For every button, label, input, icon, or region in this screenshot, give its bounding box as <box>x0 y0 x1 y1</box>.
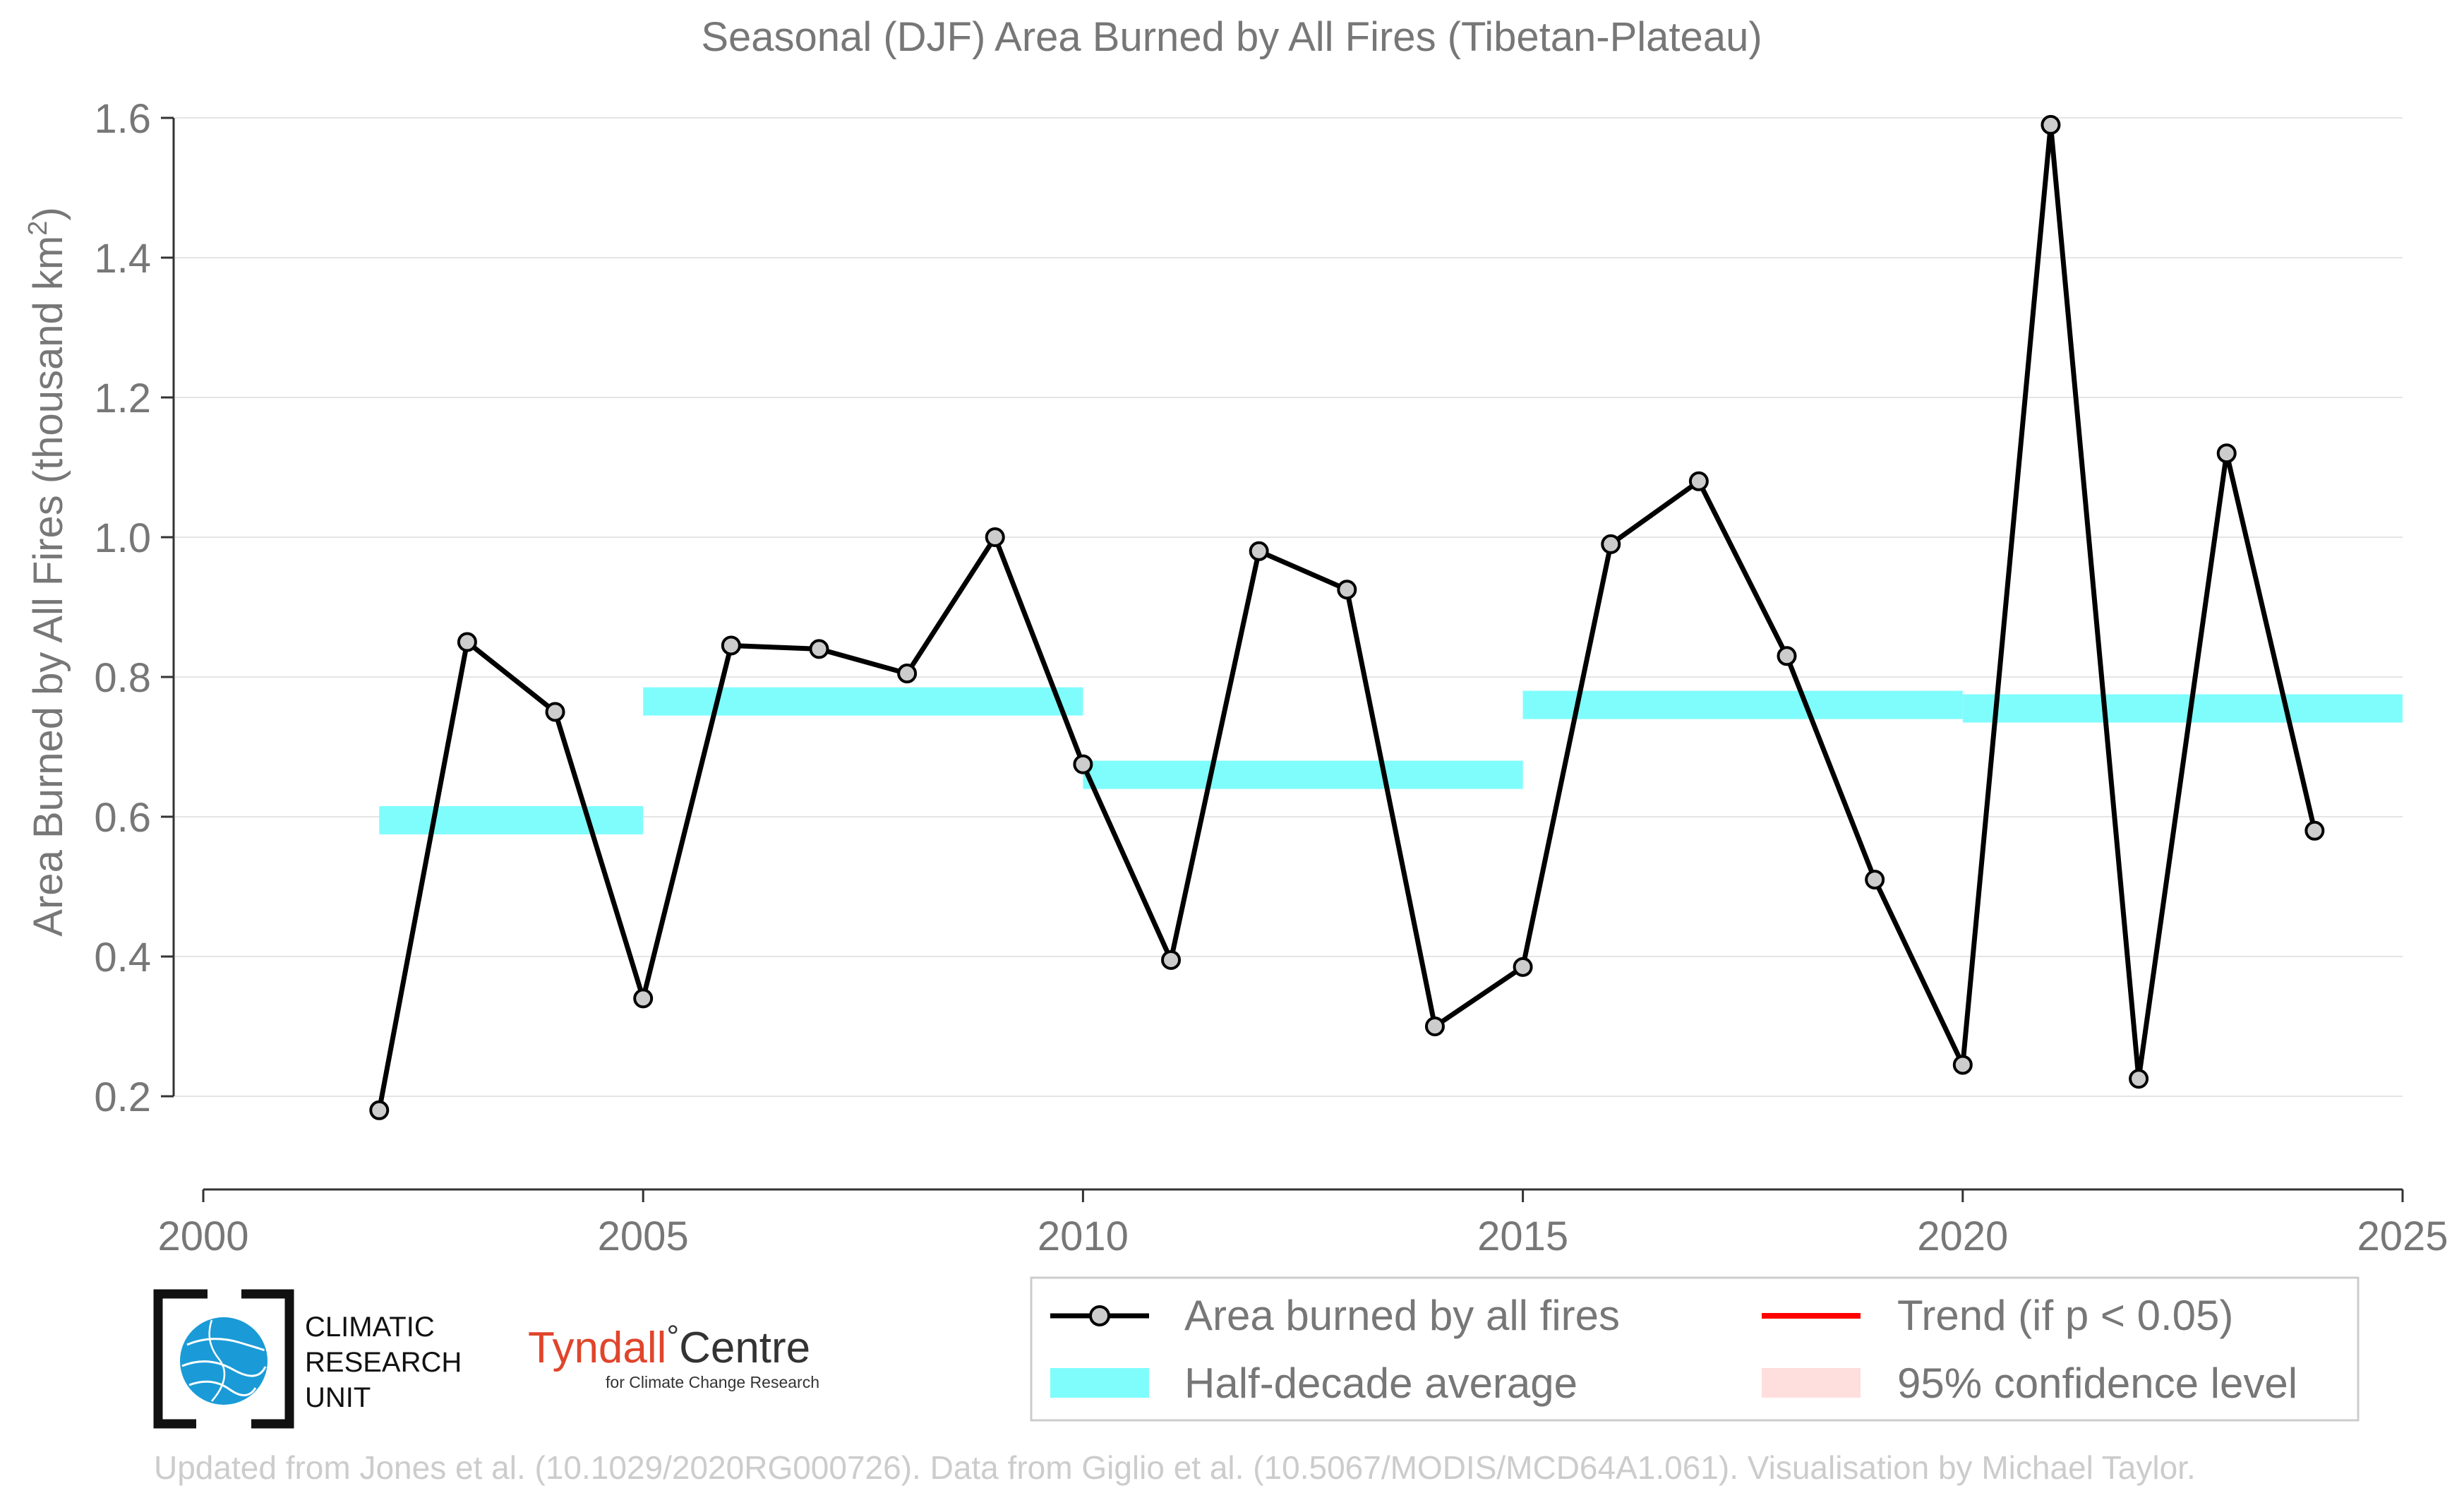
cru-logo-line-3: UNIT <box>305 1382 371 1413</box>
grid-lines <box>175 117 2403 1097</box>
data-point <box>2216 443 2237 464</box>
legend-label: 95% confidence level <box>1897 1360 2297 1407</box>
data-point <box>1161 949 1182 970</box>
x-axis: 2000 2005 2010 2015 2020 2025 <box>157 1188 2448 1259</box>
half-decade-band <box>643 687 1083 716</box>
data-point <box>1513 957 1533 977</box>
chart-title: Seasonal (DJF) Area Burned by All Fires … <box>701 14 1762 60</box>
legend-item-trend: Trend (if p < 0.05) <box>1762 1292 2233 1339</box>
tyndall-logo-main: Tyndall <box>528 1324 666 1372</box>
data-point <box>1777 646 1797 666</box>
data-point <box>985 527 1005 547</box>
y-tick-label: 0.2 <box>94 1074 151 1120</box>
data-point <box>1688 471 1709 491</box>
series-area-burned <box>369 114 2325 1120</box>
cru-logo-line-1: CLIMATIC <box>305 1312 435 1343</box>
y-axis: 0.2 0.4 0.6 0.8 1.0 1.2 1.4 1.6 <box>94 96 175 1120</box>
x-tick-label: 2000 <box>157 1213 248 1259</box>
half-decade-band <box>1962 694 2403 723</box>
cru-logo: CLIMATIC RESEARCH UNIT <box>153 1289 462 1429</box>
x-tick-label: 2015 <box>1477 1213 1568 1259</box>
y-tick-label: 0.4 <box>94 935 151 981</box>
cru-logo-bracket-left <box>153 1289 208 1429</box>
tyndall-logo-centre: Centre <box>679 1324 810 1372</box>
x-tick-label: 2020 <box>1917 1213 2008 1259</box>
data-point <box>2129 1069 2149 1089</box>
data-point <box>2304 820 2325 841</box>
y-tick-label: 0.6 <box>94 795 151 841</box>
data-point <box>721 635 741 656</box>
tyndall-logo-degree: ° <box>666 1319 679 1354</box>
data-point <box>1601 534 1621 554</box>
y-tick-label: 1.2 <box>94 376 151 421</box>
series-line <box>376 122 2317 1111</box>
data-point <box>1249 541 1269 561</box>
data-point <box>809 639 829 659</box>
data-point <box>457 632 477 652</box>
cru-logo-bracket-right <box>241 1289 294 1429</box>
data-point <box>897 664 918 684</box>
half-decade-bands <box>379 687 2403 834</box>
tyndall-logo-title: Tyndall°Centre <box>528 1319 810 1372</box>
legend-item-confidence: 95% confidence level <box>1762 1360 2297 1407</box>
data-point <box>369 1100 390 1120</box>
y-tick-label: 1.0 <box>94 515 151 561</box>
legend-label: Area burned by all fires <box>1184 1292 1620 1339</box>
half-decade-band <box>1083 760 1523 789</box>
y-axis-label-sup: 2 <box>23 221 53 236</box>
data-point <box>1337 580 1357 600</box>
legend-box <box>1030 1276 2360 1422</box>
legend-swatch-band <box>1762 1368 1861 1398</box>
y-tick-label: 1.6 <box>94 96 151 142</box>
data-point <box>1424 1017 1445 1036</box>
y-axis-label-main: Area Burned by All Fires (thousand km <box>25 236 71 937</box>
legend-swatch-marker <box>1089 1305 1110 1326</box>
cru-logo-line-2: RESEARCH <box>305 1347 462 1378</box>
y-axis-label-end: ) <box>25 207 71 220</box>
legend-item-area-burned: Area burned by all fires <box>1050 1292 1620 1339</box>
legend-item-half-decade: Half-decade average <box>1050 1360 1577 1407</box>
data-point <box>1952 1055 1973 1075</box>
data-point <box>1865 870 1885 890</box>
y-tick-label: 0.8 <box>94 655 151 701</box>
legend-label: Half-decade average <box>1184 1360 1577 1407</box>
tyndall-logo: Tyndall°Centre for Climate Change Resear… <box>528 1319 819 1391</box>
legend-swatch-band <box>1050 1368 1149 1398</box>
footer-credit: Updated from Jones et al. (10.1029/2020R… <box>154 1449 2196 1486</box>
x-tick-label: 2025 <box>2357 1213 2448 1259</box>
y-axis-label: Area Burned by All Fires (thousand km2) <box>23 207 71 936</box>
data-point <box>545 702 565 722</box>
data-point <box>1073 754 1093 774</box>
y-tick-label: 1.4 <box>94 236 151 282</box>
data-point <box>2041 114 2061 135</box>
data-point <box>633 988 654 1009</box>
x-tick-label: 2010 <box>1038 1213 1129 1259</box>
half-decade-band <box>1522 690 1963 719</box>
tyndall-logo-subtitle: for Climate Change Research <box>606 1373 819 1391</box>
globe-icon <box>180 1317 268 1405</box>
half-decade-band <box>379 805 644 834</box>
x-tick-label: 2005 <box>598 1213 689 1259</box>
legend: Area burned by all fires Trend (if p < 0… <box>1030 1276 2360 1422</box>
legend-label: Trend (if p < 0.05) <box>1897 1292 2233 1339</box>
